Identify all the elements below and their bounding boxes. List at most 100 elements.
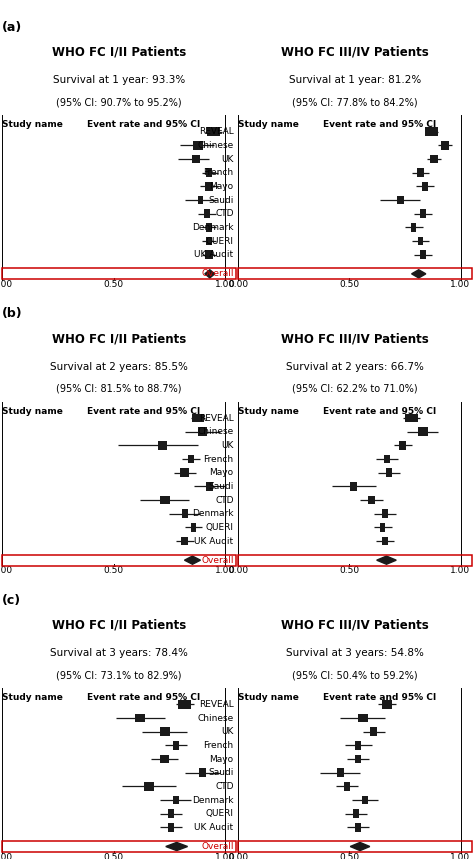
Text: Mayo: Mayo xyxy=(210,754,234,764)
Text: (b): (b) xyxy=(2,308,23,320)
Text: Event rate and 95% CI: Event rate and 95% CI xyxy=(87,120,200,130)
Bar xyxy=(182,509,188,518)
Text: (95% CI: 50.4% to 59.2%): (95% CI: 50.4% to 59.2%) xyxy=(292,670,418,680)
Bar xyxy=(382,509,388,518)
Text: Chinese: Chinese xyxy=(197,141,234,150)
Polygon shape xyxy=(205,270,215,278)
Bar xyxy=(188,454,194,464)
Bar xyxy=(207,237,212,246)
Text: French: French xyxy=(203,454,234,464)
Text: (c): (c) xyxy=(2,594,21,606)
Text: 0.00: 0.00 xyxy=(0,853,12,859)
Bar xyxy=(2,268,236,279)
Bar xyxy=(362,795,368,804)
Bar xyxy=(418,237,423,246)
Text: Mayo: Mayo xyxy=(210,182,234,191)
Bar xyxy=(384,454,390,464)
Text: Overall: Overall xyxy=(201,270,234,278)
Text: 0.00: 0.00 xyxy=(228,280,248,289)
Text: UK: UK xyxy=(221,155,234,163)
Text: QUERI: QUERI xyxy=(206,523,234,532)
Text: Study name: Study name xyxy=(238,693,299,702)
Text: UK Audit: UK Audit xyxy=(194,250,234,259)
Bar xyxy=(193,141,203,149)
Text: 1.00: 1.00 xyxy=(215,853,235,859)
Bar xyxy=(206,223,212,232)
Text: WHO FC I/II Patients: WHO FC I/II Patients xyxy=(52,618,186,631)
Bar xyxy=(2,555,236,565)
Bar xyxy=(370,728,377,736)
Text: WHO FC III/IV Patients: WHO FC III/IV Patients xyxy=(281,332,429,345)
Text: 0.50: 0.50 xyxy=(103,853,124,859)
Text: Survival at 1 year: 81.2%: Survival at 1 year: 81.2% xyxy=(289,76,421,85)
Text: Study name: Study name xyxy=(2,120,63,130)
Bar xyxy=(422,182,428,191)
Bar xyxy=(355,823,361,832)
Bar xyxy=(205,250,213,259)
Bar xyxy=(238,841,472,852)
Text: (95% CI: 73.1% to 82.9%): (95% CI: 73.1% to 82.9%) xyxy=(56,670,182,680)
Text: 0.50: 0.50 xyxy=(103,566,124,576)
Bar xyxy=(173,795,179,804)
Bar xyxy=(191,523,196,532)
Bar xyxy=(178,700,191,709)
Bar xyxy=(411,223,417,232)
Text: Study name: Study name xyxy=(238,407,299,416)
Bar xyxy=(173,741,179,750)
Bar xyxy=(168,823,174,832)
Bar xyxy=(181,537,188,545)
Bar xyxy=(405,414,418,423)
Text: CTD: CTD xyxy=(215,496,234,504)
Text: UK Audit: UK Audit xyxy=(194,537,234,545)
Text: Event rate and 95% CI: Event rate and 95% CI xyxy=(87,407,200,416)
Text: 1.00: 1.00 xyxy=(215,566,235,576)
Text: 0.50: 0.50 xyxy=(339,853,359,859)
Bar xyxy=(168,809,174,818)
Text: Event rate and 95% CI: Event rate and 95% CI xyxy=(323,120,436,130)
Text: 0.00: 0.00 xyxy=(0,280,12,289)
Bar xyxy=(368,496,374,504)
Text: 0.00: 0.00 xyxy=(228,566,248,576)
Text: Survival at 2 years: 66.7%: Survival at 2 years: 66.7% xyxy=(286,362,424,372)
Text: REVEAL: REVEAL xyxy=(199,700,234,709)
Text: UK Audit: UK Audit xyxy=(194,823,234,832)
Polygon shape xyxy=(166,843,188,850)
Bar xyxy=(160,496,170,504)
Text: Chinese: Chinese xyxy=(197,427,234,436)
Bar xyxy=(144,782,154,791)
Bar xyxy=(206,482,213,490)
Text: (95% CI: 62.2% to 71.0%): (95% CI: 62.2% to 71.0%) xyxy=(292,384,418,394)
Text: QUERI: QUERI xyxy=(206,809,234,819)
Text: Event rate and 95% CI: Event rate and 95% CI xyxy=(323,693,436,702)
Bar xyxy=(198,196,203,204)
Text: Denmark: Denmark xyxy=(192,795,234,805)
Text: 0.50: 0.50 xyxy=(103,280,124,289)
Bar xyxy=(160,755,169,764)
Polygon shape xyxy=(411,270,426,278)
Polygon shape xyxy=(184,556,201,564)
Text: 1.00: 1.00 xyxy=(450,566,471,576)
Bar xyxy=(419,250,426,259)
Bar xyxy=(355,755,361,764)
Text: Event rate and 95% CI: Event rate and 95% CI xyxy=(323,407,436,416)
Text: Survival at 2 years: 85.5%: Survival at 2 years: 85.5% xyxy=(50,362,188,372)
Text: REVEAL: REVEAL xyxy=(199,414,234,423)
Text: Survival at 1 year: 93.3%: Survival at 1 year: 93.3% xyxy=(53,76,185,85)
Text: Study name: Study name xyxy=(238,120,299,130)
Text: 0.00: 0.00 xyxy=(228,853,248,859)
Bar xyxy=(399,441,406,450)
Bar xyxy=(200,769,206,777)
Bar xyxy=(198,428,207,436)
Bar xyxy=(204,210,210,218)
Text: (95% CI: 77.8% to 84.2%): (95% CI: 77.8% to 84.2%) xyxy=(292,98,418,107)
Text: WHO FC I/II Patients: WHO FC I/II Patients xyxy=(52,46,186,58)
Text: Event rate and 95% CI: Event rate and 95% CI xyxy=(87,693,200,702)
Bar xyxy=(382,537,388,545)
Polygon shape xyxy=(350,843,370,850)
Bar xyxy=(418,168,424,177)
Bar xyxy=(160,728,170,736)
Text: Denmark: Denmark xyxy=(192,509,234,518)
Bar xyxy=(344,782,350,791)
Bar xyxy=(355,741,361,750)
Text: Overall: Overall xyxy=(201,556,234,564)
